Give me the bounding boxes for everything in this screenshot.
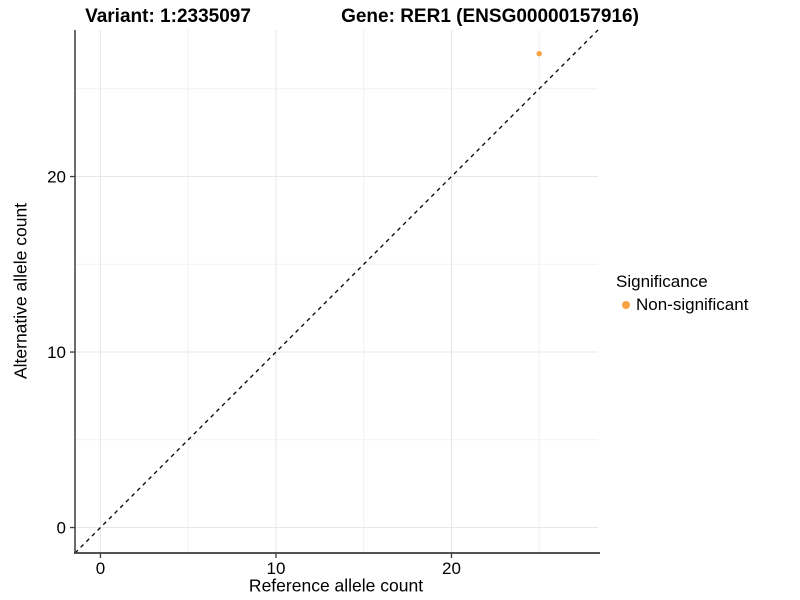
identity-dashed-line	[74, 29, 599, 554]
legend-title: Significance	[616, 272, 708, 291]
variant-title: Variant: 1:2335097	[85, 6, 251, 27]
gene-title: Gene: RER1 (ENSG00000157916)	[341, 6, 639, 27]
x-tick-label: 0	[96, 559, 105, 578]
data-point	[536, 50, 542, 57]
legend: Significance Non-significant	[616, 272, 748, 315]
y-tick-label: 10	[47, 343, 66, 362]
y-axis-title: Alternative allele count	[10, 202, 31, 380]
x-tick-label: 10	[266, 559, 285, 578]
x-tick-label: 20	[442, 559, 461, 578]
legend-item-label: Non-significant	[636, 295, 749, 314]
legend-item: Non-significant	[616, 295, 748, 315]
x-axis-title: Reference allele count	[248, 575, 424, 596]
y-tick-label: 20	[47, 168, 66, 187]
point-swatch-icon	[622, 301, 630, 309]
y-tick-label: 0	[57, 519, 66, 538]
